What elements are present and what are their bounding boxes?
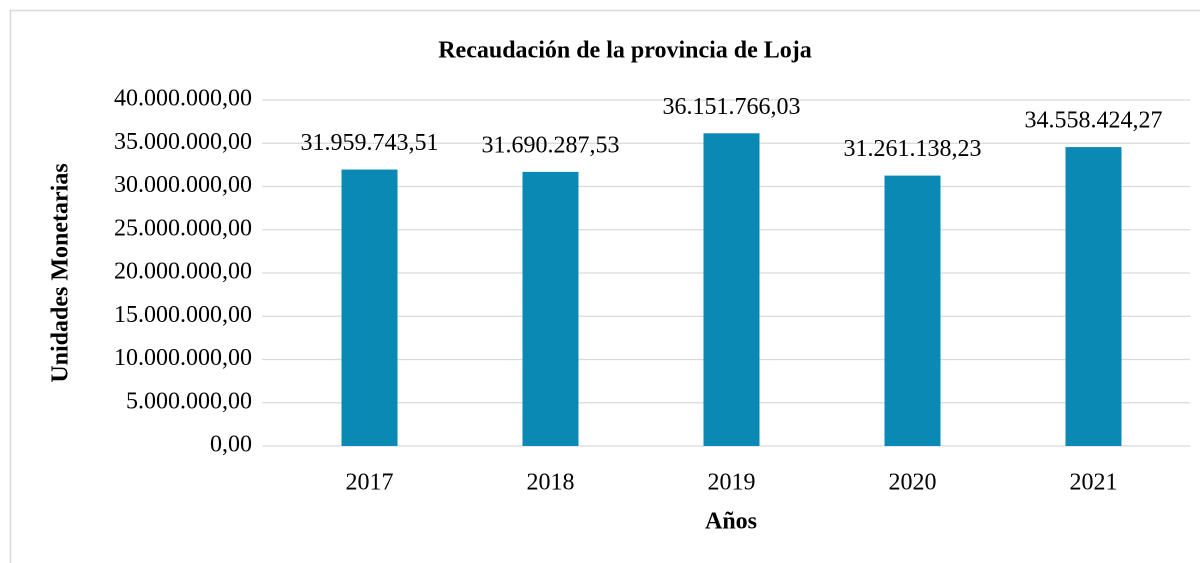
bar (341, 169, 398, 446)
value-label: 36.151.766,03 (663, 94, 801, 120)
bar (884, 175, 941, 446)
x-tick-label: 2019 (708, 470, 756, 496)
chart-title: Recaudación de la provincia de Loja (438, 38, 812, 64)
y-axis-title: Unidades Monetarias (48, 163, 74, 382)
y-tick-label: 40.000.000,00 (114, 86, 252, 112)
x-tick-label: 2020 (889, 470, 937, 496)
x-tick-label: 2021 (1070, 470, 1118, 496)
bar (522, 171, 579, 446)
x-tick-label: 2018 (527, 470, 575, 496)
y-tick-label: 0,00 (210, 432, 252, 458)
y-tick-label: 10.000.000,00 (114, 345, 252, 371)
y-tick-label: 5.000.000,00 (126, 388, 252, 414)
y-tick-label: 20.000.000,00 (114, 259, 252, 285)
x-tick-label: 2017 (346, 470, 394, 496)
y-tick-label: 15.000.000,00 (114, 302, 252, 328)
bar (703, 133, 760, 446)
chart-frame (9, 9, 1200, 563)
value-label: 31.261.138,23 (844, 136, 982, 162)
value-label: 31.690.287,53 (482, 132, 620, 158)
y-tick-label: 30.000.000,00 (114, 172, 252, 198)
value-label: 31.959.743,51 (301, 130, 439, 156)
x-axis-title: Años (705, 509, 757, 535)
value-label: 34.558.424,27 (1025, 108, 1163, 134)
y-tick-label: 25.000.000,00 (114, 215, 252, 241)
bar (1065, 147, 1122, 446)
y-tick-label: 35.000.000,00 (114, 129, 252, 155)
